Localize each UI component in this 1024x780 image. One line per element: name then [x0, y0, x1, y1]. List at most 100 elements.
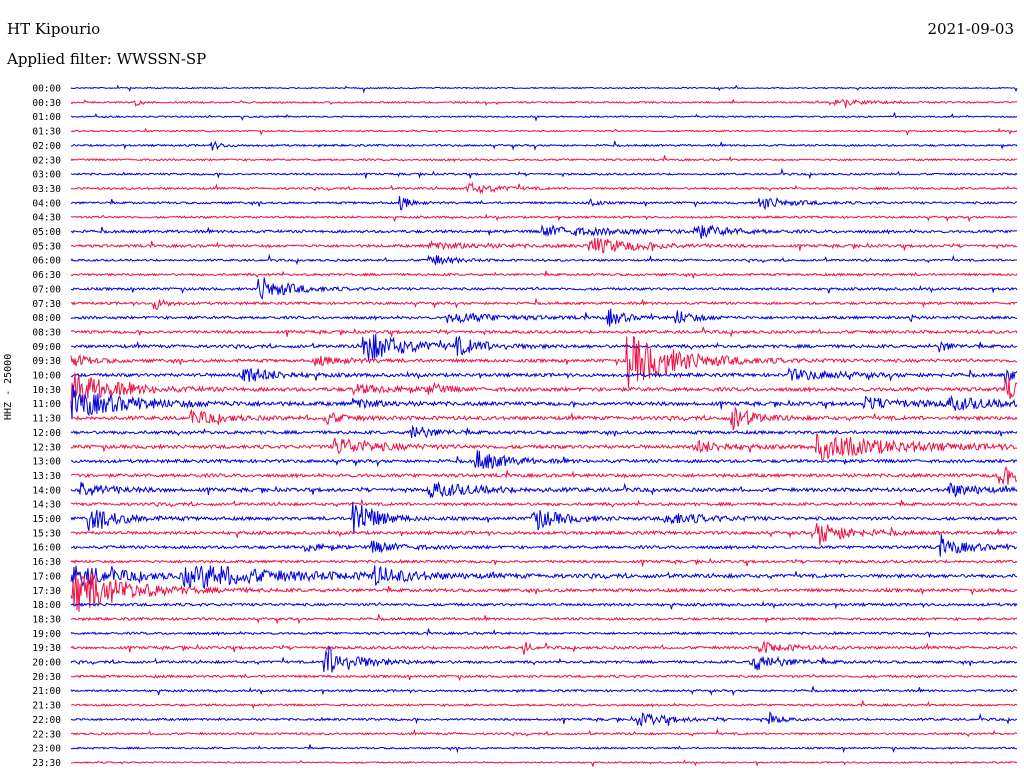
time-tick-label: 01:00 [32, 112, 61, 123]
time-tick-label: 17:30 [32, 586, 61, 597]
time-tick-label: 13:00 [32, 457, 61, 468]
filter-label: Applied filter: WWSSN-SP [7, 50, 207, 68]
station-title: HT Kipourio [7, 20, 101, 38]
trace-row-2030 [70, 673, 1018, 682]
time-tick-label: 18:00 [32, 600, 61, 611]
trace-row-1630 [70, 557, 1018, 567]
time-tick-label: 22:30 [32, 729, 61, 740]
time-tick-label: 07:00 [32, 284, 61, 295]
time-tick-label: 22:00 [32, 715, 61, 726]
trace-row-0700 [70, 277, 1018, 300]
trace-row-0300 [70, 167, 1018, 180]
trace-row-1030 [70, 372, 1018, 408]
time-tick-label: 16:30 [32, 557, 61, 568]
trace-row-1200 [70, 424, 1018, 439]
time-tick-label: 02:00 [32, 141, 61, 152]
trace-row-1000 [70, 366, 1018, 383]
trace-row-1100 [70, 384, 1018, 420]
trace-row-0500 [70, 224, 1018, 239]
time-tick-label: 12:30 [32, 442, 61, 453]
time-tick-label: 12:00 [32, 428, 61, 439]
date-label: 2021-09-03 [927, 20, 1014, 38]
trace-row-0530 [70, 237, 1018, 254]
time-tick-label: 03:30 [32, 184, 61, 195]
trace-row-2130 [70, 700, 1018, 710]
time-tick-label: 06:00 [32, 256, 61, 267]
time-tick-label: 11:00 [32, 399, 61, 410]
time-tick-label: 06:30 [32, 270, 61, 281]
time-tick-label: 17:00 [32, 571, 61, 582]
trace-row-0200 [70, 140, 1018, 151]
time-tick-label: 19:00 [32, 629, 61, 640]
trace-row-1500 [70, 501, 1018, 534]
time-tick-label: 01:30 [32, 127, 61, 138]
trace-row-1600 [70, 534, 1018, 557]
time-tick-label: 15:30 [32, 528, 61, 539]
time-tick-label: 08:30 [32, 327, 61, 338]
time-tick-label: 14:00 [32, 485, 61, 496]
trace-row-1900 [70, 628, 1018, 639]
trace-row-2300 [70, 744, 1018, 754]
time-tick-label: 02:30 [32, 155, 61, 166]
time-tick-label: 23:30 [32, 758, 61, 769]
time-tick-label: 21:30 [32, 701, 61, 712]
trace-row-1530 [70, 523, 1018, 546]
trace-row-1400 [70, 480, 1018, 498]
trace-row-0930 [70, 335, 1018, 388]
trace-row-0630 [70, 270, 1018, 279]
time-tick-label: 14:30 [32, 500, 61, 511]
trace-row-1930 [70, 640, 1018, 655]
trace-row-2330 [70, 759, 1018, 767]
time-tick-label: 15:00 [32, 514, 61, 525]
trace-row-1330 [70, 465, 1018, 485]
trace-row-0830 [70, 326, 1018, 338]
trace-row-1700 [70, 565, 1018, 589]
trace-row-1730 [70, 572, 1018, 613]
time-tick-label: 10:30 [32, 385, 61, 396]
time-tick-label: 13:30 [32, 471, 61, 482]
trace-row-1230 [70, 433, 1018, 460]
time-tick-label: 21:00 [32, 686, 61, 697]
time-tick-label: 11:30 [32, 414, 61, 425]
time-tick-label: 23:00 [32, 744, 61, 755]
trace-row-2200 [70, 710, 1018, 727]
trace-row-0600 [70, 253, 1018, 266]
time-tick-label: 00:00 [32, 84, 61, 95]
time-tick-label: 09:30 [32, 356, 61, 367]
time-tick-label: 04:30 [32, 213, 61, 224]
time-tick-label: 10:00 [32, 371, 61, 382]
trace-row-0030 [70, 98, 1018, 109]
trace-row-0230 [70, 155, 1017, 163]
time-tick-label: 08:00 [32, 313, 61, 324]
time-tick-label: 20:00 [32, 658, 61, 669]
trace-row-0800 [70, 308, 1017, 327]
time-tick-label: 05:30 [32, 241, 61, 252]
trace-row-0900 [70, 334, 1018, 362]
time-tick-label: 19:30 [32, 643, 61, 654]
time-tick-label: 07:30 [32, 299, 61, 310]
trace-row-2000 [70, 645, 1018, 673]
time-tick-label: 00:30 [32, 98, 61, 109]
time-tick-label: 09:00 [32, 342, 61, 353]
trace-row-0730 [70, 298, 1018, 310]
trace-row-1800 [70, 600, 1018, 610]
trace-row-1300 [70, 450, 1018, 469]
trace-row-2100 [70, 686, 1018, 697]
time-tick-label: 18:30 [32, 614, 61, 625]
trace-row-0430 [70, 213, 1018, 223]
time-tick-label: 04:00 [32, 198, 61, 209]
trace-row-1130 [70, 406, 1018, 431]
time-tick-label: 03:00 [32, 170, 61, 181]
time-tick-label: 05:00 [32, 227, 61, 238]
trace-row-1830 [70, 614, 1018, 625]
trace-row-0330 [70, 181, 1018, 195]
trace-row-1430 [70, 498, 1018, 508]
trace-row-0400 [70, 195, 1018, 211]
trace-row-0100 [70, 112, 1017, 122]
trace-row-0130 [70, 127, 1018, 136]
time-tick-label: 16:00 [32, 543, 61, 554]
trace-row-0000 [70, 84, 1018, 94]
time-tick-label: 20:30 [32, 672, 61, 683]
trace-row-2230 [70, 728, 1018, 738]
